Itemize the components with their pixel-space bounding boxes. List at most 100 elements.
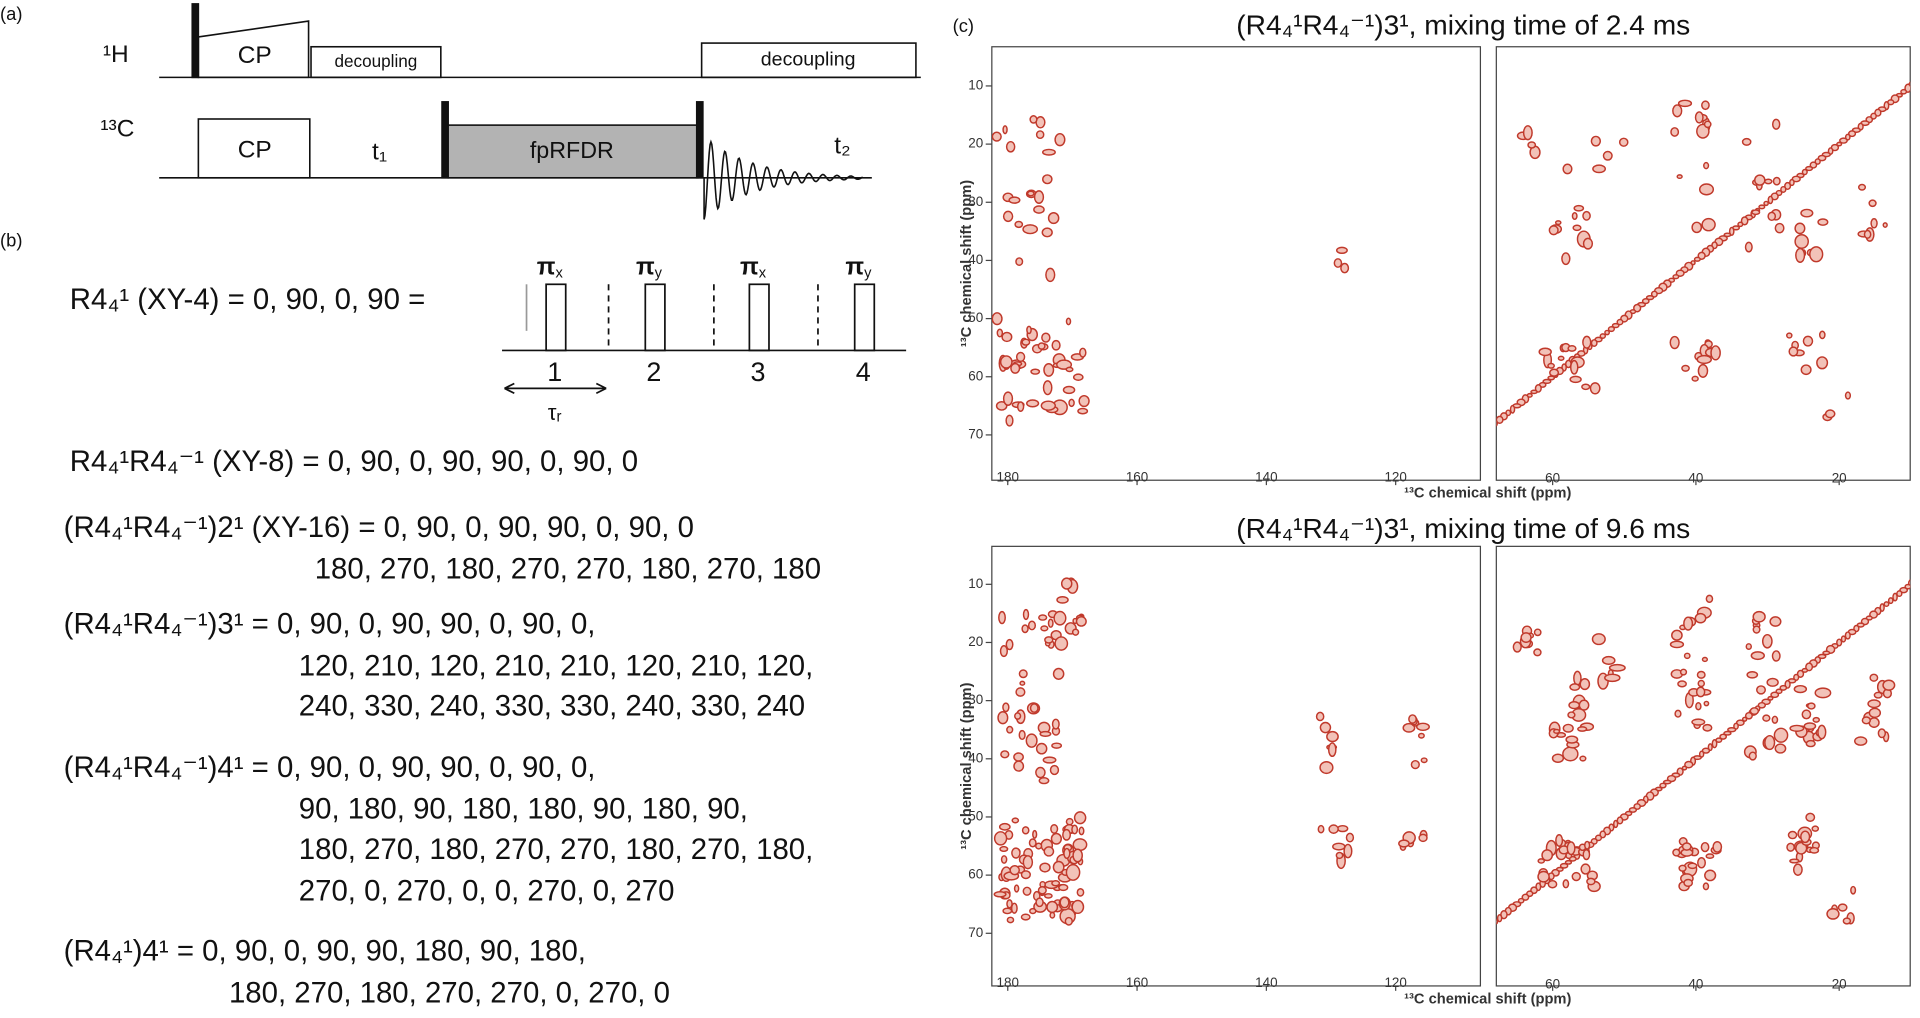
contour-peak: [1567, 711, 1576, 719]
contour-peak: [1914, 80, 1919, 83]
equation: 240, 330, 240, 330, 330, 240, 330, 240: [299, 690, 805, 723]
contour-peak: [1014, 220, 1024, 229]
contour-peak: [998, 822, 1011, 831]
contour-peak: [1613, 819, 1619, 829]
pulse-phase: y: [655, 265, 663, 281]
contour-peak: [1042, 174, 1053, 185]
contour-peak: [1604, 673, 1621, 683]
contour-peak: [1572, 224, 1582, 232]
contour-peak: [1009, 865, 1021, 876]
contour-peak: [1026, 190, 1035, 197]
block-label: fpRFDR: [530, 137, 614, 163]
h-cp-block: [197, 20, 310, 79]
contour-peak: [991, 131, 1002, 142]
contour-peak: [1586, 877, 1596, 886]
contour-peak: [1806, 702, 1816, 710]
contour-peak: [1683, 652, 1691, 660]
contour-peak: [1562, 746, 1579, 762]
contour-peak: [1705, 853, 1715, 860]
y-axis-label: ¹³C chemical shift (ppm): [959, 682, 975, 849]
equation: 90, 180, 90, 180, 180, 90, 180, 90,: [299, 793, 748, 826]
contour-peak: [1766, 677, 1779, 687]
contour-peak: [991, 312, 1003, 326]
contour-peak: [1026, 399, 1040, 408]
contour-peak: [999, 645, 1008, 658]
contour-peak: [1711, 739, 1718, 749]
contour-peak: [1018, 669, 1028, 679]
contour-peak: [1774, 743, 1787, 754]
contour-peak: [1060, 577, 1073, 590]
x-tick-label: 160: [1126, 469, 1148, 484]
contour-peak: [1705, 594, 1714, 603]
contour-peak: [1328, 824, 1339, 834]
x-tick-label: 40: [1688, 976, 1703, 991]
contour-peak: [1072, 838, 1088, 852]
contour-peak: [1568, 701, 1581, 710]
contour-peak: [1488, 424, 1493, 430]
x-tick-label: 180: [997, 469, 1019, 484]
contour-peak: [1752, 625, 1761, 634]
pulse: [644, 283, 666, 352]
contour-peak: [1704, 869, 1717, 882]
contour-peak: [1002, 907, 1013, 915]
contour-peak: [1824, 409, 1836, 419]
contour-peak: [1006, 725, 1014, 734]
y-tick-label: 30: [968, 194, 983, 209]
contour-peak: [1844, 631, 1851, 640]
contour-peak: [1002, 702, 1010, 713]
equation: (R4₄¹R4₄⁻¹)4¹ = 0, 90, 0, 90, 90, 0, 90,…: [64, 751, 596, 784]
contour-peak: [1038, 614, 1048, 621]
contour-peak: [1418, 833, 1428, 843]
contour-peak: [1005, 638, 1014, 651]
contour-peak: [1817, 218, 1829, 226]
contour-peak: [1032, 829, 1038, 839]
contour-peak: [1562, 723, 1574, 733]
contour-peak: [1868, 707, 1882, 719]
contour-peak: [1744, 241, 1753, 253]
y-tick-label: 20: [968, 634, 983, 649]
contour-peak: [1748, 751, 1757, 761]
contour-peak: [1077, 407, 1089, 415]
contour-peak: [1415, 722, 1430, 732]
contour-peak: [1013, 760, 1025, 772]
contour-peak: [1569, 375, 1582, 384]
contour-peak: [1693, 256, 1701, 262]
contour-peak: [1569, 683, 1581, 691]
contour-peak: [1752, 610, 1766, 623]
contour-peak: [1022, 855, 1034, 870]
contour-peak: [1016, 401, 1025, 412]
block-label: decoupling: [334, 51, 417, 71]
contour-peak: [1628, 807, 1638, 813]
equation: R4₄¹R4₄⁻¹ (XY-8) = 0, 90, 0, 90, 90, 0, …: [70, 445, 638, 478]
contour-peak: [1569, 359, 1579, 375]
contour-peak: [1533, 628, 1542, 637]
contour-peak: [1687, 862, 1698, 870]
contour-peak: [1011, 847, 1021, 859]
contour-peak: [1774, 222, 1785, 234]
contour-peak: [1538, 347, 1552, 357]
contour-peak: [1863, 229, 1872, 239]
contour-peak: [1882, 679, 1896, 691]
block-label: decoupling: [761, 48, 856, 70]
equation: 120, 210, 120, 210, 210, 120, 210, 120,: [299, 649, 814, 682]
contour-peak: [1780, 185, 1787, 193]
contour-peak: [1029, 115, 1038, 124]
contour-peak: [1604, 329, 1610, 336]
contour-peak: [1590, 135, 1602, 147]
contour-peak: [1326, 730, 1339, 743]
contour-peak: [1787, 830, 1798, 840]
block-label: CP: [238, 42, 272, 69]
contour-peak: [1710, 345, 1721, 361]
contour-peak: [1809, 846, 1820, 854]
contour-peak: [1723, 730, 1732, 736]
pulse: [853, 283, 876, 352]
x-tick-label: 160: [1126, 975, 1148, 990]
pulse-symbol: π: [740, 254, 759, 281]
contour-peak: [1001, 331, 1013, 343]
contour-peak: [1712, 840, 1723, 853]
contour-peak: [1030, 368, 1041, 375]
contour-peak: [1696, 123, 1710, 139]
contour-peak: [1520, 632, 1532, 643]
contour-peak: [1848, 130, 1857, 138]
y-tick-label: 40: [968, 252, 983, 267]
